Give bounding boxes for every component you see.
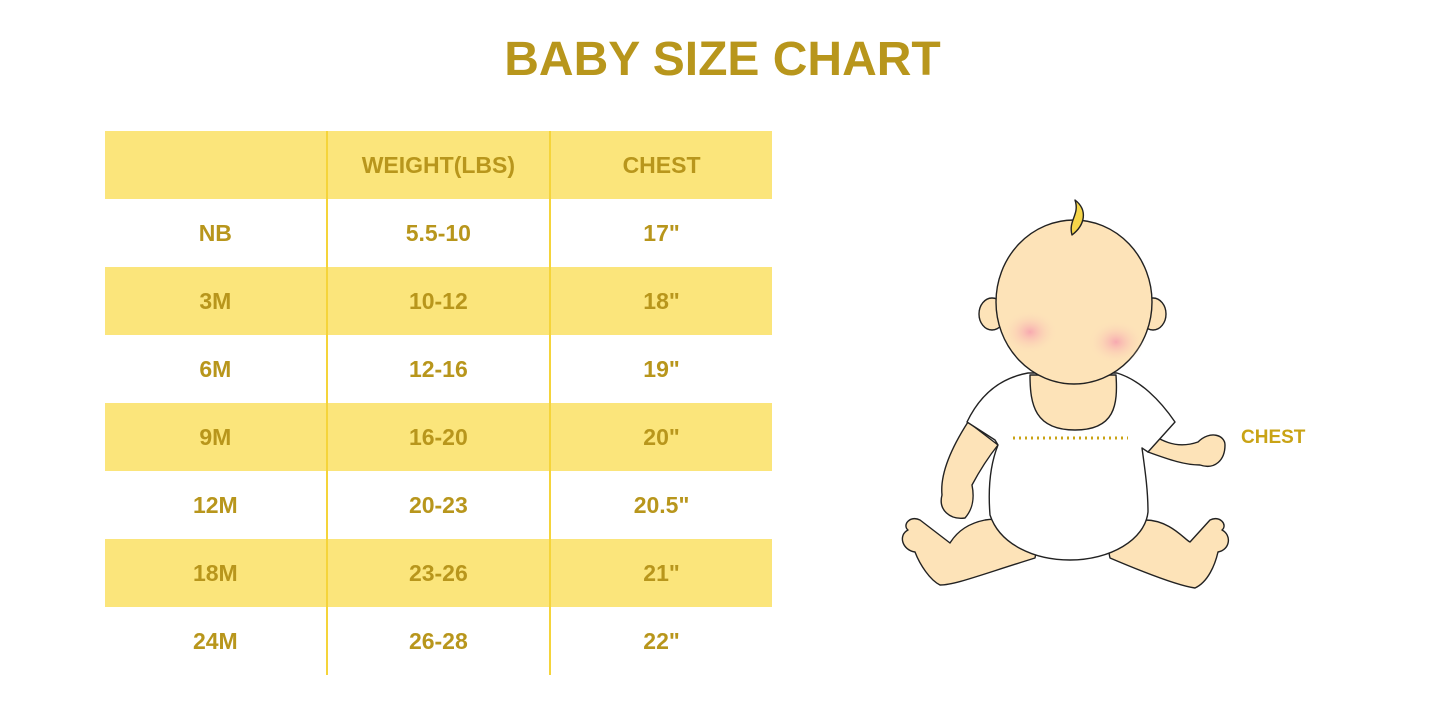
weight-cell: 12-16 <box>325 335 551 403</box>
table-row: 3M 10-12 18" <box>105 267 772 335</box>
header-cell: CHEST <box>549 131 772 199</box>
chest-cell: 17" <box>549 199 772 267</box>
size-cell: 9M <box>105 403 327 471</box>
weight-cell: 23-26 <box>325 539 551 607</box>
table-row: 6M 12-16 19" <box>105 335 772 403</box>
size-cell: 18M <box>105 539 327 607</box>
chest-cell: 20.5" <box>549 471 772 539</box>
size-cell: 3M <box>105 267 327 335</box>
chest-label: CHEST <box>1241 427 1306 448</box>
header-cell <box>105 131 327 199</box>
table-row: 24M 26-28 22" <box>105 607 772 675</box>
weight-cell: 26-28 <box>325 607 551 675</box>
weight-cell: 10-12 <box>325 267 551 335</box>
size-cell: 24M <box>192 627 238 654</box>
table-header-row: WEIGHT(LBS) CHEST <box>105 131 772 199</box>
chest-cell: 21" <box>549 539 772 607</box>
header-cell: WEIGHT(LBS) <box>325 131 551 199</box>
weight-cell: 20-23 <box>325 471 551 539</box>
baby-illustration-icon <box>901 199 1229 589</box>
size-table: WEIGHT(LBS) CHEST NB 5.5-10 17" 3M 10-12 18"… <box>105 131 772 675</box>
page-title: BABY SIZE CHART <box>504 33 941 86</box>
chest-cell: 19" <box>549 335 772 403</box>
size-cell: NB <box>198 219 232 246</box>
size-cell: 12M <box>192 491 238 518</box>
chest-cell: 18" <box>549 267 772 335</box>
size-cell: 6M <box>199 355 232 382</box>
table-row: 18M 23-26 21" <box>105 539 772 607</box>
table-row: 9M 16-20 20" <box>105 403 772 471</box>
weight-cell: 16-20 <box>325 403 551 471</box>
table-row: 12M 20-23 20.5" <box>105 471 772 539</box>
chest-cell: 22" <box>549 607 772 675</box>
weight-cell: 5.5-10 <box>325 199 551 267</box>
chest-cell: 20" <box>549 403 772 471</box>
table-row: NB 5.5-10 17" <box>105 199 772 267</box>
